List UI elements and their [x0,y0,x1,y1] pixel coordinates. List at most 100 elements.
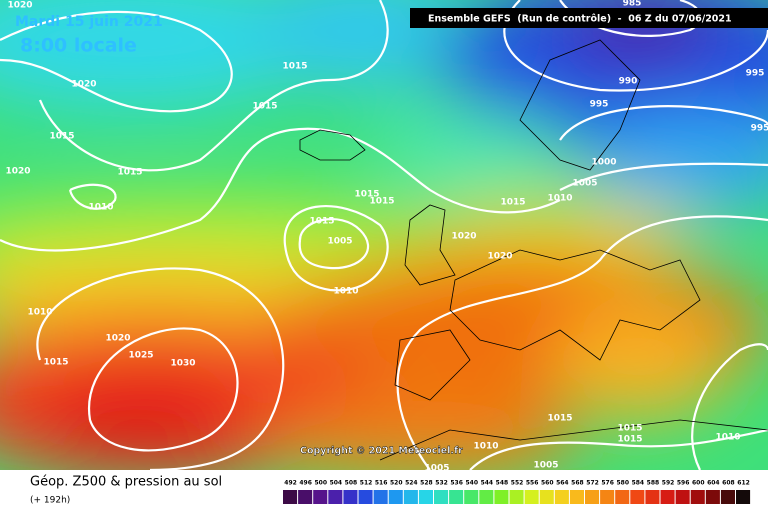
scale-label: 560 [541,480,554,487]
scale-swatch [690,490,705,504]
scale-swatch [298,490,313,504]
model-box [410,8,768,28]
isobar-label: 990 [619,77,638,87]
scale-label: 556 [526,480,539,487]
scale-swatch [449,490,464,504]
scale-label: 584 [632,480,645,487]
isobar-label: 1020 [105,334,130,344]
scale-swatch [524,490,539,504]
scale-label: 528 [420,480,433,487]
footer-title: Géop. Z500 & pression au sol [30,475,222,490]
scale-swatch [645,490,660,504]
isobar-label: 1015 [282,62,307,72]
isobar-label: 995 [590,100,609,110]
scale-label: 512 [360,480,373,487]
scale-label: 596 [677,480,690,487]
scale-label: 496 [299,480,312,487]
scale-swatch [554,490,569,504]
isobar-label: 1020 [71,80,96,90]
scale-label: 552 [511,480,524,487]
scale-label: 540 [465,480,478,487]
scale-label: 500 [314,480,327,487]
isobar-label: 1020 [487,252,512,262]
scale-label: 612 [737,480,750,487]
isobar-label: 1015 [547,414,572,424]
isobar-label: 995 [746,69,765,79]
isobar-label: 1005 [572,179,597,189]
scale-swatch [615,490,630,504]
scale-swatch [464,490,479,504]
scale-label: 600 [692,480,705,487]
scale-swatch [403,490,418,504]
isobar-label: 1020 [7,1,32,11]
scale-swatch [509,490,524,504]
model-info: Ensemble GEFS (Run de contrôle) - 06 Z d… [428,14,732,25]
scale-label: 548 [496,480,509,487]
scale-swatch [313,490,328,504]
isobar-label: 1005 [533,461,558,471]
scale-label: 492 [284,480,297,487]
map-field [0,0,768,470]
scale-label: 524 [405,480,418,487]
isobar-label: 1015 [617,424,642,434]
scale-label: 504 [330,480,343,487]
isobar-label: 1015 [49,132,74,142]
scale-swatch [494,490,509,504]
scale-swatch [585,490,600,504]
scale-swatch [358,490,373,504]
scale-swatch [660,490,675,504]
scale-swatch [373,490,388,504]
isobar-label: 1015 [500,198,525,208]
isobar-label: 1015 [43,358,68,368]
local-time: 8:00 locale [20,35,137,57]
scale-swatch [434,490,449,504]
scale-label: 508 [345,480,358,487]
isobar-label: 1010 [715,433,740,443]
isobar-label: 1015 [354,190,379,200]
scale-swatch [343,490,358,504]
scale-swatch [705,490,720,504]
isobar-label: 1010 [88,203,113,213]
isobars [0,0,768,470]
isobar-label: 1010 [333,287,358,297]
scale-label: 580 [616,480,629,487]
scale-swatch [539,490,554,504]
scale-swatch [630,490,645,504]
footer-lead: (+ 192h) [30,496,70,506]
scale-label: 532 [435,480,448,487]
isobar-label: 1005 [327,237,352,247]
scale-label: 568 [571,480,584,487]
scale-label: 520 [390,480,403,487]
scale-label: 592 [662,480,675,487]
isobar-label: 1020 [451,232,476,242]
scale-swatch [388,490,403,504]
scale-swatch [720,490,735,504]
scale-swatch [675,490,690,504]
isobar-label: 1010 [547,194,572,204]
isobar-label: 1005 [424,464,449,474]
scale-swatch [328,490,343,504]
date: Mardi 15 juin 2021 [15,14,163,30]
isobar-label: 1030 [170,359,195,369]
isobar-label: 1000 [591,158,616,168]
coastlines [299,39,768,461]
scale-label: 608 [722,480,735,487]
scale-swatch [600,490,615,504]
isobar-label: 1015 [369,197,394,207]
scale-label: 536 [450,480,463,487]
isobar-label: 985 [623,0,642,9]
scale-swatch [479,490,494,504]
isobar-label: 1010 [473,442,498,452]
isobar-label: 1015 [252,102,277,112]
scale-label: 588 [647,480,660,487]
isobar-label: 1010 [27,308,52,318]
scale-swatch [418,490,433,504]
scale-swatch [569,490,584,504]
isobar-label: 995 [751,124,768,134]
isobar-label: 1015 [117,168,142,178]
scale-label: 544 [481,480,494,487]
isobar-label: 1020 [5,167,30,177]
scale-label: 604 [707,480,720,487]
scale-label: 564 [556,480,569,487]
isobar-label: 1015 [617,435,642,445]
